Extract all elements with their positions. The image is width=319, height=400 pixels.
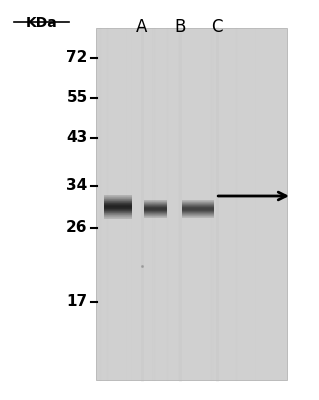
FancyBboxPatch shape xyxy=(104,195,132,196)
FancyBboxPatch shape xyxy=(104,207,132,208)
Text: 72: 72 xyxy=(66,50,88,66)
Text: 17: 17 xyxy=(67,294,88,310)
FancyBboxPatch shape xyxy=(104,212,132,213)
FancyBboxPatch shape xyxy=(104,217,132,218)
Text: C: C xyxy=(211,18,223,36)
Text: 43: 43 xyxy=(66,130,88,146)
Text: 55: 55 xyxy=(66,90,88,106)
FancyBboxPatch shape xyxy=(104,197,132,198)
FancyBboxPatch shape xyxy=(104,196,132,197)
FancyBboxPatch shape xyxy=(104,198,132,199)
FancyBboxPatch shape xyxy=(104,202,132,203)
FancyBboxPatch shape xyxy=(104,204,132,205)
FancyBboxPatch shape xyxy=(104,218,132,219)
FancyBboxPatch shape xyxy=(104,213,132,214)
FancyBboxPatch shape xyxy=(104,200,132,201)
Text: 26: 26 xyxy=(66,220,88,236)
FancyBboxPatch shape xyxy=(104,208,132,209)
FancyBboxPatch shape xyxy=(104,216,132,217)
Text: 34: 34 xyxy=(66,178,88,194)
FancyBboxPatch shape xyxy=(104,210,132,211)
FancyBboxPatch shape xyxy=(104,209,132,210)
FancyBboxPatch shape xyxy=(104,215,132,216)
FancyBboxPatch shape xyxy=(104,201,132,202)
FancyBboxPatch shape xyxy=(104,214,132,215)
FancyBboxPatch shape xyxy=(104,203,132,204)
Text: B: B xyxy=(174,18,186,36)
Text: A: A xyxy=(136,18,148,36)
FancyBboxPatch shape xyxy=(96,28,287,380)
FancyBboxPatch shape xyxy=(104,199,132,200)
FancyBboxPatch shape xyxy=(104,206,132,207)
Text: KDa: KDa xyxy=(26,16,57,30)
FancyBboxPatch shape xyxy=(104,211,132,212)
FancyBboxPatch shape xyxy=(104,205,132,206)
